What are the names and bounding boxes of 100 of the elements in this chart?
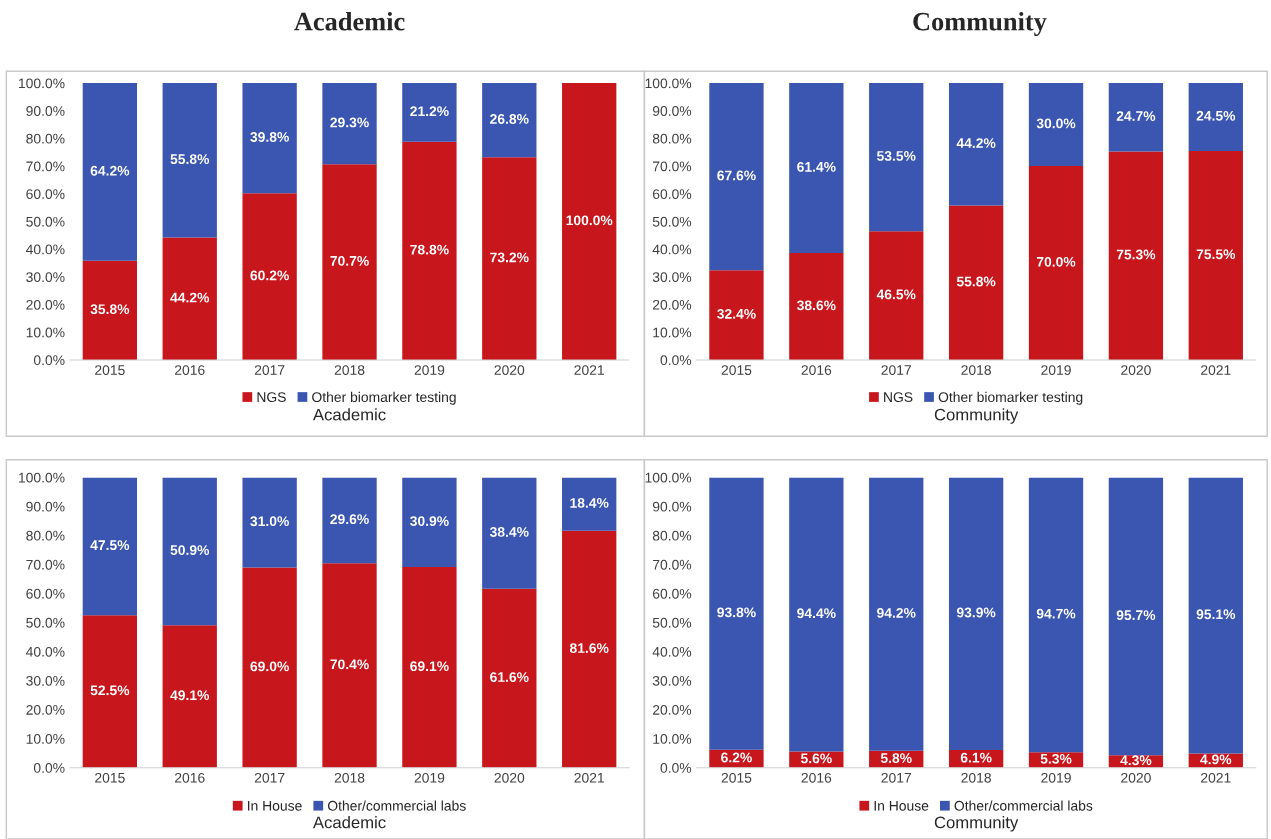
bar <box>322 563 377 768</box>
bar <box>1028 166 1084 360</box>
data-label: 30.9% <box>410 516 449 526</box>
y-tick-label: 70.0% <box>652 559 692 570</box>
bar <box>482 477 537 589</box>
y-tick-label: 30.0% <box>652 675 692 686</box>
x-tick-label: 2021 <box>1201 365 1231 375</box>
data-label: 24.7% <box>1116 111 1156 121</box>
chart-title: Community <box>913 11 1047 36</box>
y-tick-label: 10.0% <box>26 327 65 338</box>
bar <box>482 588 537 768</box>
y-tick-label: 0.0% <box>33 763 65 773</box>
x-tick-label: 2019 <box>414 772 445 783</box>
x-tick-label: 2021 <box>574 772 604 783</box>
legend-label: Other/commercial labs <box>954 800 1093 811</box>
bar <box>562 83 617 360</box>
bar <box>869 231 924 360</box>
x-tick-label: 2021 <box>574 365 604 375</box>
data-label: 5.3% <box>1040 753 1072 764</box>
y-tick-label: 30.0% <box>26 675 65 686</box>
x-tick-label: 2016 <box>174 365 205 375</box>
data-label: 100.0% <box>566 215 613 226</box>
data-label: 39.8% <box>250 132 289 142</box>
data-label: 64.2% <box>90 165 130 176</box>
y-tick-label: 50.0% <box>26 617 65 628</box>
legend-label: Other biomarker testing <box>312 391 456 405</box>
data-label: 29.3% <box>330 117 369 128</box>
data-label: 75.3% <box>1116 249 1156 260</box>
data-label: 61.4% <box>797 161 836 172</box>
bar <box>402 141 457 360</box>
x-tick-label: 2015 <box>721 365 752 375</box>
x-tick-label: 2017 <box>881 772 911 783</box>
data-label: 26.8% <box>490 114 529 124</box>
y-tick-label: 10.0% <box>26 733 65 744</box>
y-tick-label: 40.0% <box>25 244 65 255</box>
data-label: 44.2% <box>956 138 996 148</box>
bar <box>242 83 297 194</box>
bar <box>162 83 217 238</box>
bar <box>322 477 377 564</box>
data-label: 93.9% <box>956 607 996 618</box>
y-tick-label: 60.0% <box>652 189 692 199</box>
y-tick-label: 0.0% <box>660 355 692 366</box>
bar <box>82 615 138 768</box>
data-label: 29.6% <box>330 514 369 525</box>
bar <box>1108 83 1164 152</box>
data-label: 38.6% <box>796 300 836 311</box>
data-label: 6.2% <box>721 752 752 763</box>
x-axis-title: Community <box>934 816 1019 832</box>
data-label: 93.8% <box>717 607 756 618</box>
y-tick-label: 100.0% <box>645 472 692 483</box>
data-label: 4.3% <box>1120 755 1152 766</box>
data-label: 81.6% <box>569 643 609 653</box>
data-label: 21.2% <box>410 106 449 117</box>
chart-title: Academic <box>294 11 405 31</box>
y-tick-label: 60.0% <box>26 189 65 199</box>
legend-label: NGS <box>884 392 913 403</box>
bar <box>562 477 617 531</box>
data-label: 6.1% <box>960 752 992 763</box>
data-label: 95.7% <box>1116 610 1156 621</box>
legend-label: Other biomarker testing <box>938 391 1083 405</box>
data-label: 55.8% <box>956 276 996 287</box>
y-tick-label: 50.0% <box>652 617 692 628</box>
x-tick-label: 2015 <box>95 365 125 375</box>
x-tick-label: 2020 <box>1121 772 1151 783</box>
bar <box>709 270 764 360</box>
y-tick-label: 60.0% <box>26 588 65 599</box>
y-tick-label: 90.0% <box>26 106 65 116</box>
data-label: 61.6% <box>490 672 529 682</box>
x-tick-label: 2018 <box>334 365 365 375</box>
x-tick-label: 2019 <box>1041 365 1071 375</box>
x-axis-title: Academic <box>312 816 386 829</box>
data-label: 31.0% <box>250 516 289 527</box>
y-tick-label: 70.0% <box>652 161 692 172</box>
bar <box>402 477 457 568</box>
bar <box>82 260 138 360</box>
bar <box>948 205 1004 360</box>
data-label: 35.8% <box>90 304 130 315</box>
x-tick-label: 2017 <box>881 365 911 375</box>
y-tick-label: 90.0% <box>652 501 692 512</box>
y-tick-label: 100.0% <box>19 472 65 483</box>
bar <box>242 193 297 360</box>
bar <box>948 83 1004 206</box>
data-label: 94.4% <box>797 608 836 619</box>
bar <box>869 477 924 751</box>
x-axis-title: Community <box>934 408 1019 424</box>
data-label: 52.5% <box>90 685 130 696</box>
y-tick-label: 70.0% <box>26 559 65 570</box>
y-tick-label: 50.0% <box>652 216 692 227</box>
bar <box>242 477 297 568</box>
x-tick-label: 2020 <box>494 365 525 375</box>
data-label: 30.0% <box>1036 118 1076 129</box>
data-label: 46.5% <box>876 289 916 300</box>
bar <box>869 83 924 232</box>
x-tick-label: 2021 <box>1201 772 1231 783</box>
bar <box>82 83 138 261</box>
data-label: 60.2% <box>250 270 289 281</box>
x-tick-label: 2016 <box>801 365 832 375</box>
data-label: 70.7% <box>330 255 369 266</box>
data-label: 53.5% <box>876 151 916 161</box>
x-axis-title: Academic <box>312 408 386 421</box>
